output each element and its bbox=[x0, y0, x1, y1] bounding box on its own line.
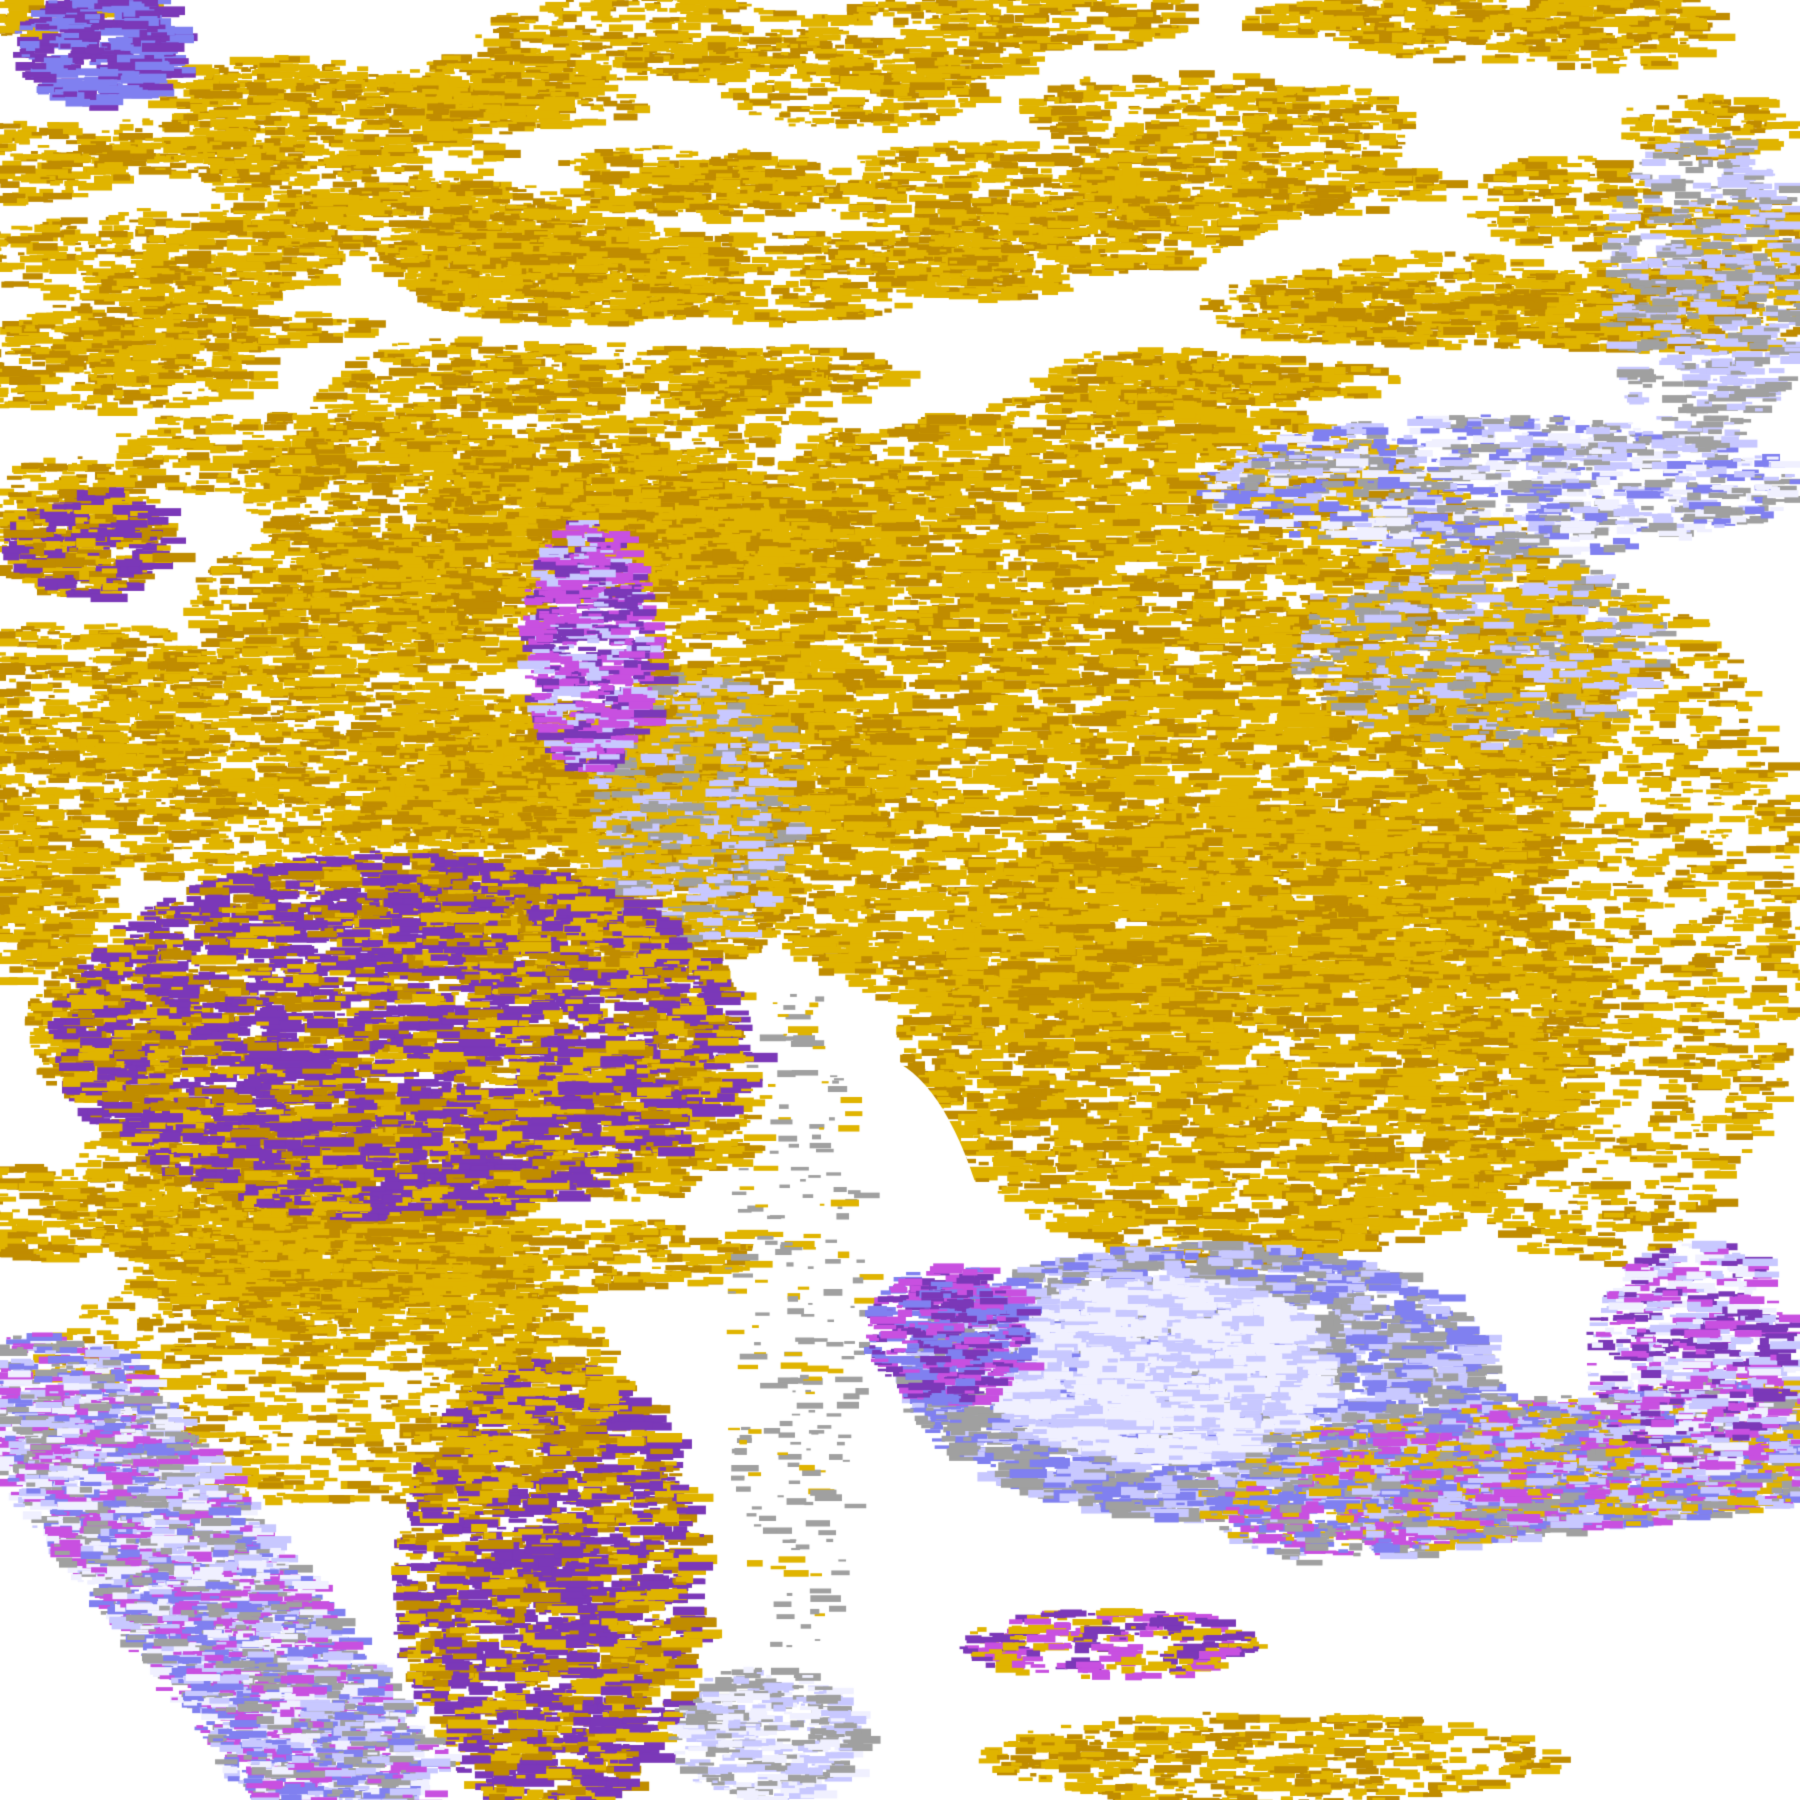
cloud-classification-raster bbox=[0, 0, 1800, 1800]
satellite-map bbox=[0, 0, 1800, 1800]
